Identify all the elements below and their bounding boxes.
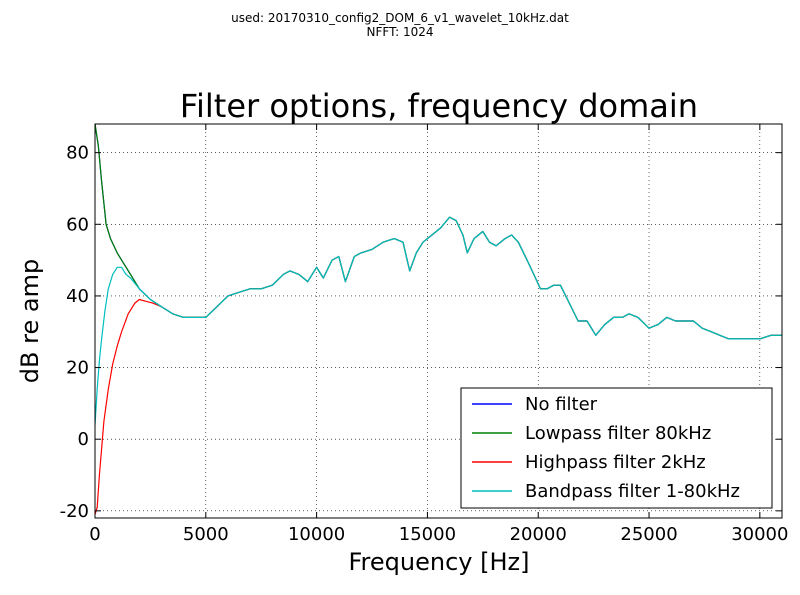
x-tick-label: 10000 — [288, 524, 345, 545]
legend-label-1: Lowpass filter 80kHz — [525, 423, 711, 444]
y-tick-label: 60 — [66, 214, 89, 235]
legend: No filter Lowpass filter 80kHz Highpass fi… — [460, 387, 773, 509]
legend-label-0: No filter — [525, 394, 598, 415]
x-tick-label: 30000 — [731, 524, 788, 545]
y-tick-label: 20 — [66, 358, 89, 379]
series-line-3 — [95, 216, 782, 425]
x-axis-label: Frequency [Hz] — [349, 548, 530, 576]
plot-frame — [94, 123, 783, 519]
y-tick-label: 80 — [66, 143, 89, 164]
y-tick-label: 0 — [78, 429, 89, 450]
series-line-1 — [95, 124, 782, 340]
x-tick-label: 20000 — [510, 524, 567, 545]
y-tick-label: -20 — [60, 501, 89, 522]
x-tick-label: 25000 — [620, 524, 677, 545]
y-axis-label: dB re amp — [16, 259, 44, 383]
x-tick-label: 15000 — [399, 524, 456, 545]
y-tick-label: 40 — [66, 286, 89, 307]
series-line-0 — [95, 124, 782, 340]
x-tick-label: 0 — [89, 524, 100, 545]
axis-ticks: 0 5000 10000 15000 20000 25000 30000-200204060… — [60, 124, 788, 545]
x-tick-label: 5000 — [183, 524, 229, 545]
legend-box — [460, 387, 773, 509]
legend-label-3: Bandpass filter 1-80kHz — [525, 481, 740, 502]
series-lines — [95, 124, 782, 515]
header-nfft-caption: NFFT: 1024 — [367, 25, 434, 39]
chart-title: Filter options, frequency domain — [180, 87, 698, 125]
header-file-caption: used: 20170310_config2_DOM_6_v1_wavelet_… — [231, 11, 569, 25]
legend-label-2: Highpass filter 2kHz — [525, 452, 706, 473]
